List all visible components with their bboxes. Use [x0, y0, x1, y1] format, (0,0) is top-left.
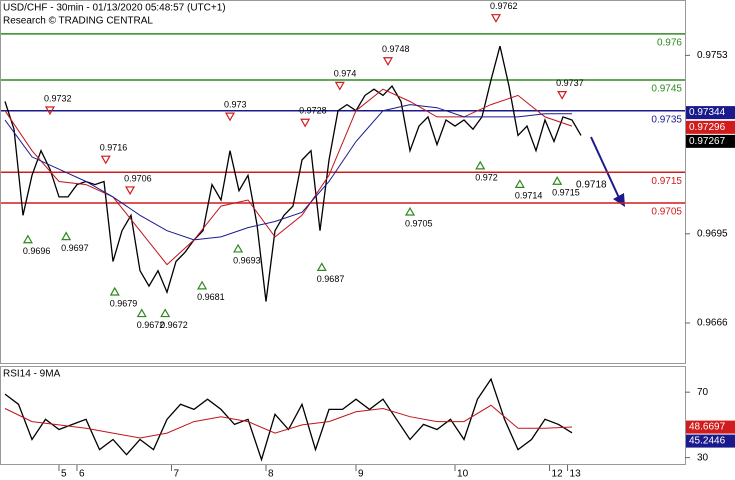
y-tick-label: 0.9695	[697, 228, 728, 239]
y-tick-label: 30	[697, 452, 709, 463]
target-label: 0.9718	[576, 180, 607, 191]
y-tick-label: 0.9753	[697, 50, 728, 61]
annotation-label: 0.972	[475, 172, 498, 182]
support-marker	[61, 231, 72, 241]
support-marker	[197, 280, 208, 290]
forecast-arrow	[590, 136, 621, 201]
x-tick-label: 10	[457, 469, 469, 480]
annotation-label: 0.9714	[515, 191, 543, 201]
resistance-marker	[557, 90, 568, 100]
level-label: 0.9745	[651, 84, 682, 95]
price-panel	[0, 0, 686, 364]
x-tick-label: 6	[79, 469, 85, 480]
support-marker	[160, 308, 171, 318]
annotation-label: 0.9716	[100, 143, 128, 153]
support-marker	[22, 234, 33, 244]
resistance-marker	[224, 112, 236, 122]
rsi-title: RSI14 - 9MA	[3, 369, 61, 380]
annotation-label: 0.9672	[160, 320, 188, 330]
last-value-box	[686, 134, 735, 148]
support-marker	[136, 308, 147, 318]
chart-subtitle: Research © TRADING CENTRAL	[3, 16, 153, 27]
resistance-marker	[334, 81, 345, 91]
level-label: 0.976	[657, 37, 682, 48]
annotation-label: 0.9693	[233, 255, 261, 265]
annotation-label: 0.9732	[44, 93, 72, 103]
level-label: 0.9735	[651, 114, 682, 125]
last-value-label: 45.2446	[689, 436, 726, 447]
support-marker	[109, 286, 120, 296]
resistance-marker	[100, 155, 111, 165]
y-tick-label: 0.9666	[697, 318, 728, 329]
annotation-label: 0.9696	[23, 246, 51, 256]
last-value-box	[686, 120, 735, 134]
annotation-label: 0.974	[334, 69, 357, 79]
last-value-box	[686, 106, 735, 120]
annotation-label: 0.9748	[382, 44, 410, 54]
last-value-label: 0.97344	[689, 107, 726, 118]
support-marker	[316, 262, 327, 272]
x-tick-label: 13	[570, 469, 582, 480]
annotation-label: 0.9762	[490, 1, 518, 11]
annotation-label: 0.9681	[197, 292, 225, 302]
annotation-label: 0.9697	[61, 243, 89, 253]
resistance-marker	[44, 106, 55, 116]
annotation-label: 0.9679	[110, 298, 138, 308]
last-value-box	[686, 420, 735, 434]
resistance-marker	[490, 14, 502, 23]
price-line	[4, 45, 582, 302]
rsi-panel	[0, 366, 686, 465]
last-value-label: 0.97267	[689, 136, 726, 147]
support-marker	[404, 206, 416, 216]
x-tick-label: 7	[173, 469, 179, 480]
annotation-label: 0.9672	[137, 320, 165, 330]
annotation-label: 0.9715	[552, 188, 580, 198]
x-tick-label: 12	[552, 469, 564, 480]
last-value-label: 0.97296	[689, 122, 726, 133]
chart-title: USD/CHF - 30min - 01/13/2020 05:48:57 (U…	[3, 3, 226, 14]
y-tick-label: 70	[697, 387, 709, 398]
annotation-label: 0.9705	[405, 218, 433, 228]
annotation-label: 0.9737	[556, 78, 584, 88]
x-tick-label: 8	[268, 469, 274, 480]
level-label: 0.9705	[651, 207, 682, 218]
ma-line	[4, 88, 573, 266]
support-marker	[233, 243, 244, 253]
annotation-label: 0.9728	[299, 106, 327, 116]
support-marker	[552, 176, 563, 185]
last-value-label: 48.6697	[689, 422, 726, 433]
resistance-marker	[382, 57, 393, 66]
x-tick-label: 9	[358, 469, 364, 480]
annotation-label: 0.9687	[317, 274, 345, 284]
x-tick-label: 5	[61, 469, 67, 480]
level-label: 0.9715	[651, 176, 682, 187]
resistance-marker	[300, 118, 311, 128]
annotation-label: 0.973	[224, 100, 247, 110]
ma-line	[4, 404, 573, 439]
resistance-marker	[125, 186, 136, 196]
ma-line	[4, 104, 572, 241]
annotation-label: 0.9706	[124, 173, 152, 183]
support-marker	[514, 179, 525, 188]
last-value-box	[686, 434, 735, 448]
support-marker	[475, 160, 486, 170]
